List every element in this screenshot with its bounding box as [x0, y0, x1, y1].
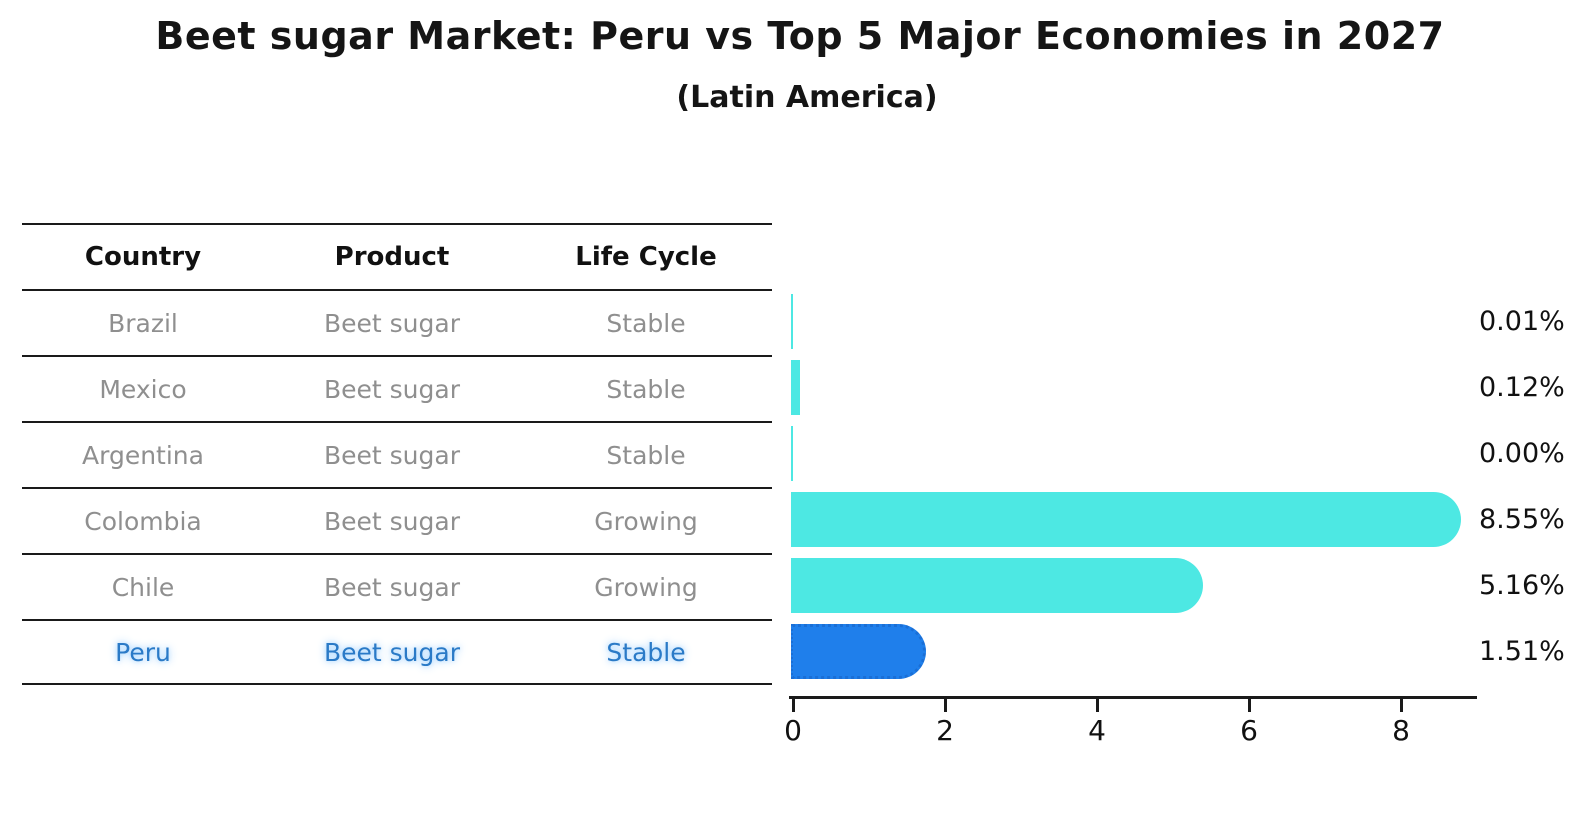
bar-colombia: [791, 492, 1461, 547]
bar-row: [791, 619, 1491, 685]
bar-row: [791, 553, 1491, 619]
chart-title: Beet sugar Market: Peru vs Top 5 Major E…: [155, 14, 1445, 58]
bar-mexico: [791, 360, 801, 415]
table-row: Peru Beet sugar Stable: [22, 619, 772, 685]
table-cell-product: Beet sugar: [324, 308, 460, 338]
x-axis-tick-label: 8: [1392, 714, 1410, 747]
x-axis-tick-label: 0: [784, 714, 802, 747]
x-axis-tick: [791, 699, 795, 712]
table-cell-life_cycle: Stable: [606, 374, 686, 404]
table-cell-life_cycle: Growing: [594, 572, 698, 602]
table-cell-country: Mexico: [99, 374, 187, 404]
country-table: Country Product Life Cycle Brazil Beet sugar…: [22, 223, 772, 685]
table-cell-life_cycle: Stable: [606, 308, 686, 338]
table-cell-life_cycle: Growing: [594, 506, 698, 536]
chart-subtitle: (Latin America): [676, 80, 938, 115]
x-axis-tick-label: 4: [1088, 714, 1106, 747]
bar-value-label: 0.12%: [1479, 372, 1565, 403]
bar-value-label: 0.01%: [1479, 306, 1565, 337]
x-axis-tick: [1095, 699, 1099, 712]
x-axis-tick: [943, 699, 947, 712]
column-header: Product: [334, 242, 450, 272]
bar-row: [791, 355, 1491, 421]
x-axis-tick: [1247, 699, 1251, 712]
table-cell-country: Chile: [111, 572, 175, 602]
bar-value-label: 5.16%: [1479, 570, 1565, 601]
table-cell-product: Beet sugar: [324, 572, 460, 602]
table-cell-life_cycle: Stable: [606, 440, 686, 470]
table-cell-country: Peru: [115, 637, 171, 667]
table-cell-country: Colombia: [84, 506, 202, 536]
table-row: Brazil Beet sugar Stable: [22, 289, 772, 355]
bar-row: [791, 487, 1491, 553]
table-header-row: Country Product Life Cycle: [22, 223, 772, 289]
x-axis-line: [789, 696, 1477, 699]
table-cell-product: Beet sugar: [324, 440, 460, 470]
x-axis-tick: [1399, 699, 1403, 712]
table-cell-product: Beet sugar: [324, 637, 460, 667]
bar-chile: [791, 558, 1204, 613]
table-row: Colombia Beet sugar Growing: [22, 487, 772, 553]
column-header: Country: [84, 242, 202, 272]
bar-value-label: 0.00%: [1479, 438, 1565, 469]
bar-brazil: [791, 294, 793, 349]
bar-value-label: 1.51%: [1479, 636, 1565, 667]
table-cell-country: Brazil: [108, 308, 178, 338]
x-axis-tick-label: 2: [936, 714, 954, 747]
bar-row: [791, 421, 1491, 487]
x-axis-tick-label: 6: [1240, 714, 1258, 747]
table-cell-product: Beet sugar: [324, 506, 460, 536]
table-cell-product: Beet sugar: [324, 374, 460, 404]
table-cell-life_cycle: Stable: [606, 637, 686, 667]
column-header: Life Cycle: [575, 242, 717, 272]
table-row: Chile Beet sugar Growing: [22, 553, 772, 619]
bar-argentina: [791, 426, 793, 481]
bar-peru: [791, 624, 926, 679]
table-cell-country: Argentina: [82, 440, 204, 470]
bar-value-label: 8.55%: [1479, 504, 1565, 535]
table-row: Mexico Beet sugar Stable: [22, 355, 772, 421]
bar-row: [791, 289, 1491, 355]
table-row: Argentina Beet sugar Stable: [22, 421, 772, 487]
